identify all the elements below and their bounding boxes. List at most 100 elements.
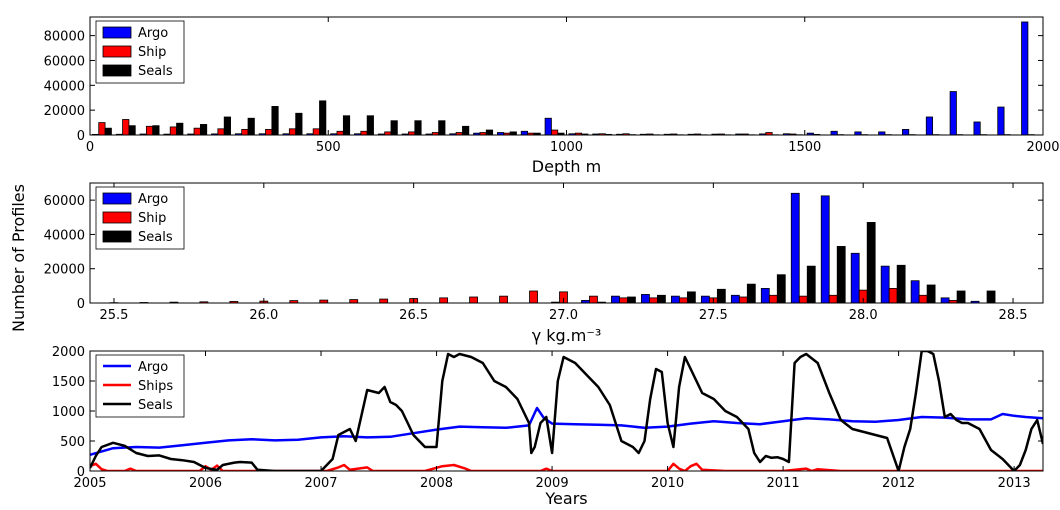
x-tick-label: 0 (86, 140, 94, 155)
bar-ship (319, 299, 329, 303)
y-tick-label: 1500 (52, 375, 85, 390)
bar-seals (295, 112, 303, 135)
bar-ship (529, 290, 538, 303)
bar-ship (229, 301, 239, 303)
plot-area (90, 17, 1043, 135)
line-seals (90, 351, 1043, 471)
x-tick-label: 2000 (1026, 140, 1059, 155)
legend-swatch-argo (102, 26, 132, 39)
x-tick-label: 27.5 (699, 308, 728, 323)
legend-swatch-ship (102, 45, 132, 58)
x-tick-label: 1000 (550, 140, 583, 155)
bar-seals (319, 100, 327, 135)
line-ships (90, 462, 1043, 471)
legend-label: Argo (138, 192, 168, 207)
legend-label: Ships (138, 379, 173, 394)
bar-argo (830, 130, 838, 135)
y-tick-label: 20000 (44, 263, 85, 278)
bar-seals (104, 127, 112, 135)
bar-seals (956, 290, 966, 303)
bar-seals (836, 246, 846, 303)
y-tick-label: 40000 (44, 228, 85, 243)
legend-label: Seals (138, 64, 173, 79)
bar-ship (193, 127, 201, 135)
bar-argo (850, 252, 860, 303)
x-tick-label: 2011 (767, 476, 800, 491)
bar-argo (611, 295, 620, 303)
x-tick-label: 2012 (882, 476, 915, 491)
y-tick-label: 40000 (44, 79, 85, 94)
bar-argo (973, 121, 981, 135)
bar-seals (342, 115, 351, 135)
bar-seals (223, 116, 231, 135)
bar-argo (520, 130, 528, 135)
bar-ship (589, 295, 598, 303)
x-tick-label: 2009 (536, 476, 569, 491)
y-tick-label: 2000 (52, 345, 85, 360)
bar-argo (820, 195, 830, 303)
bar-ship (678, 297, 688, 303)
y-tick-label: 0 (77, 129, 85, 144)
legend-label: Argo (138, 360, 168, 375)
bar-argo (730, 294, 740, 303)
bar-argo (544, 117, 552, 135)
x-axis-label: γ kg.m⁻³ (532, 326, 602, 345)
bar-ship (360, 130, 368, 135)
x-tick-label: 28.0 (849, 308, 878, 323)
profiles-time-series-panel: 2005 2006 2007 2008 2009 2010 2011 2012 2013 0 500… (52, 345, 1044, 508)
legend-label: Ship (138, 211, 166, 226)
bar-argo (880, 265, 890, 303)
legend-label: Seals (138, 398, 173, 413)
bar-seals (657, 294, 666, 303)
bar-ship (122, 119, 130, 135)
bar-ship (469, 296, 478, 303)
bar-ship (551, 129, 559, 135)
bar-seals (414, 120, 422, 135)
bar-argo (641, 294, 650, 303)
axes-frame (89, 182, 1044, 304)
bar-argo (910, 280, 920, 303)
x-tick-label: 2013 (998, 476, 1031, 491)
bar-ship (265, 129, 273, 135)
bar-ship (768, 294, 778, 303)
bar-seals (776, 274, 786, 303)
bar-ship (559, 291, 568, 303)
bar-ship (828, 294, 838, 303)
bar-seals (176, 122, 184, 135)
bar-argo (790, 192, 800, 303)
bar-argo (700, 295, 710, 303)
bar-ship (145, 125, 154, 135)
bar-seals (746, 283, 756, 303)
bar-seals (896, 264, 906, 303)
bar-ship (379, 298, 389, 303)
x-tick-label: 26.0 (249, 308, 278, 323)
x-tick-label: 2006 (189, 476, 222, 491)
bar-seals (199, 124, 208, 135)
data-layer (90, 351, 1043, 471)
legend-swatch-argo (102, 192, 132, 205)
bar-ship (765, 132, 773, 135)
bar-argo (1021, 21, 1029, 135)
bar-seals (390, 120, 398, 135)
bar-ship (499, 295, 508, 303)
x-tick-label: 25.5 (99, 308, 128, 323)
bar-ship (288, 128, 297, 135)
density-histogram-panel: 25.5 26.0 26.5 27.0 27.5 28.0 28.5 0 20000 40000 6… (44, 182, 1044, 345)
line-argo (90, 406, 1043, 457)
bar-ship (169, 126, 177, 135)
bar-ship (888, 288, 898, 303)
bar-ship (918, 294, 928, 303)
legend-label: Argo (138, 26, 168, 41)
bar-argo (760, 288, 770, 303)
y-tick-label: 1000 (52, 405, 85, 420)
bar-seals (986, 290, 996, 303)
legend-label: Seals (138, 230, 173, 245)
bar-ship (439, 297, 449, 303)
y-tick-label: 500 (60, 435, 85, 450)
bar-seals (686, 291, 696, 303)
bar-seals (271, 106, 279, 135)
bar-seals (866, 222, 876, 303)
bar-ship (738, 296, 748, 303)
x-tick-label: 500 (316, 140, 341, 155)
